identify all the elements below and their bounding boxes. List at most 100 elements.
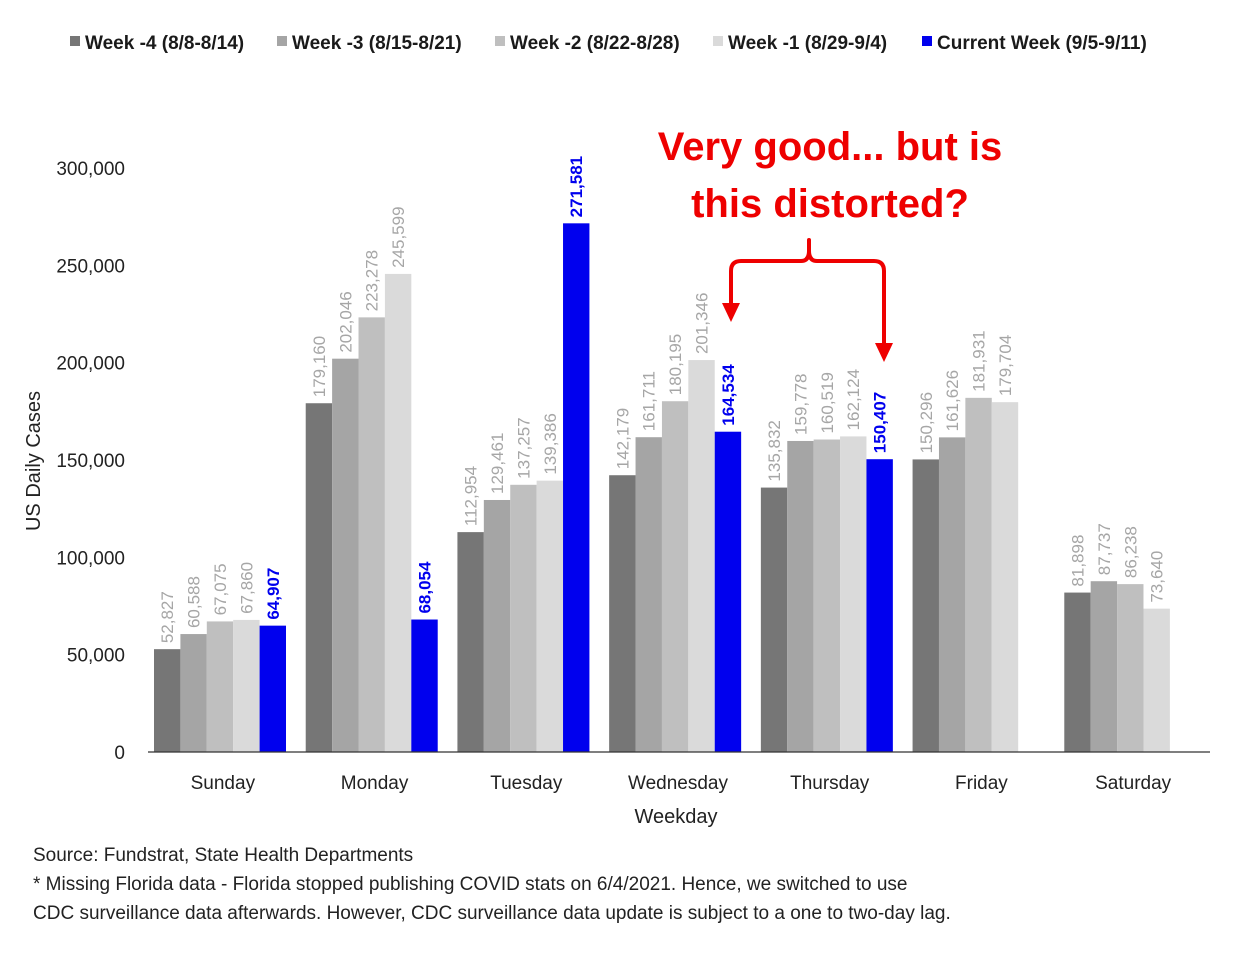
data-label-saturday-series-4: 73,640: [1148, 551, 1167, 603]
x-tick-label-sunday: Sunday: [191, 773, 256, 794]
x-tick-label-tuesday: Tuesday: [490, 773, 563, 794]
y-tick-label: 300,000: [56, 159, 125, 180]
data-label-monday-series-1: 179,160: [310, 336, 329, 397]
annotation-brace: [729, 238, 886, 347]
bar-monday-series-4: [384, 273, 412, 752]
bar-tuesday-series-5: [563, 223, 590, 752]
data-label-wednesday-series-5: 164,534: [719, 364, 738, 426]
data-label-monday-series-2: 202,046: [336, 291, 355, 352]
y-axis-title: US Daily Cases: [23, 391, 45, 531]
bar-tuesday-series-3: [510, 484, 537, 752]
data-label-thursday-series-5: 150,407: [871, 392, 890, 453]
data-label-monday-series-5: 68,054: [416, 561, 435, 614]
data-label-wednesday-series-3: 180,195: [666, 334, 685, 395]
data-label-tuesday-series-4: 139,386: [541, 413, 560, 474]
bar-wednesday-series-4: [688, 360, 715, 752]
data-label-wednesday-series-2: 161,711: [640, 371, 659, 431]
bar-tuesday-series-4: [536, 480, 564, 752]
data-labels: 52,827 60,588 67,075 67,860 64,907 179,160 202…: [158, 156, 1166, 643]
data-label-sunday-series-1: 52,827: [158, 591, 177, 643]
data-label-saturday-series-2: 87,737: [1095, 523, 1114, 575]
data-label-sunday-series-3: 67,075: [211, 563, 230, 615]
bar-monday-series-3: [358, 317, 385, 752]
x-tick-label-friday: Friday: [955, 773, 1008, 794]
bar-friday-series-3: [965, 397, 992, 752]
bar-saturday-series-2: [1090, 581, 1118, 752]
y-tick-label: 0: [114, 743, 125, 764]
data-label-saturday-series-1: 81,898: [1068, 535, 1087, 587]
bar-saturday-series-4: [1143, 608, 1170, 752]
legend-label-5: Current Week (9/5-9/11): [937, 33, 1147, 54]
x-axis: Sunday Monday Tuesday Wednesday Thursday Frid…: [148, 751, 1210, 828]
data-label-friday-series-1: 150,296: [917, 392, 936, 453]
data-label-friday-series-2: 161,626: [943, 370, 962, 431]
x-tick-label-saturday: Saturday: [1095, 773, 1172, 794]
bar-friday-series-2: [938, 437, 966, 752]
footnote-line-1: * Missing Florida data - Florida stopped…: [33, 874, 908, 895]
legend-swatch-3: [495, 36, 505, 46]
legend-swatch-2: [277, 36, 287, 46]
footnote-line-2: CDC surveillance data afterwards. Howeve…: [33, 903, 951, 924]
y-tick-label: 100,000: [56, 548, 125, 569]
legend-label-3: Week -2 (8/22-8/28): [510, 33, 680, 54]
data-label-wednesday-series-4: 201,346: [693, 293, 712, 354]
data-label-monday-series-3: 223,278: [363, 250, 382, 311]
y-axis: 0 50,000 100,000 150,000 200,000 250,000 300,0…: [23, 159, 125, 764]
data-label-saturday-series-3: 86,238: [1121, 526, 1140, 578]
x-axis-title: Weekday: [634, 806, 717, 828]
bar-thursday-series-4: [840, 436, 867, 752]
y-tick-label: 50,000: [67, 646, 125, 667]
data-label-tuesday-series-5: 271,581: [567, 156, 586, 217]
data-label-thursday-series-4: 162,124: [844, 369, 863, 430]
bar-monday-series-2: [332, 358, 359, 752]
data-label-tuesday-series-1: 112,954: [462, 466, 481, 526]
bar-thursday-series-1: [760, 487, 788, 752]
data-label-thursday-series-3: 160,519: [818, 372, 837, 433]
x-tick-label-monday: Monday: [341, 773, 409, 794]
legend-swatch-4: [713, 36, 723, 46]
bar-chart: Week -4 (8/8-8/14) Week -3 (8/15-8/21) Wee…: [23, 33, 1210, 828]
bar-friday-series-4: [991, 402, 1019, 752]
annotation: Very good... but is this distorted?: [658, 125, 1003, 362]
data-label-thursday-series-2: 159,778: [791, 374, 810, 435]
data-label-tuesday-series-3: 137,257: [514, 417, 533, 478]
bar-thursday-series-5: [866, 459, 893, 752]
bar-saturday-series-1: [1064, 592, 1091, 752]
legend-label-1: Week -4 (8/8-8/14): [85, 33, 244, 54]
y-tick-label: 200,000: [56, 354, 125, 375]
bar-thursday-series-2: [787, 440, 814, 752]
annotation-arrow-right-icon: [875, 343, 893, 362]
bar-sunday-series-2: [180, 634, 207, 752]
legend-label-2: Week -3 (8/15-8/21): [292, 33, 462, 54]
source-note: Source: Fundstrat, State Health Departme…: [33, 845, 414, 866]
bar-wednesday-series-1: [609, 475, 636, 752]
bar-sunday-series-4: [233, 619, 260, 752]
bar-saturday-series-3: [1117, 584, 1144, 752]
x-tick-label-thursday: Thursday: [790, 773, 870, 794]
y-tick-label: 250,000: [56, 256, 125, 277]
bar-friday-series-1: [912, 459, 939, 752]
bar-monday-series-5: [411, 619, 438, 752]
bar-thursday-series-3: [813, 439, 841, 752]
bar-wednesday-series-2: [635, 437, 662, 752]
data-label-sunday-series-5: 64,907: [264, 568, 283, 620]
y-tick-label: 150,000: [56, 451, 125, 472]
annotation-arrow-left-icon: [722, 303, 740, 322]
bar-sunday-series-5: [259, 625, 286, 752]
annotation-text-line-2: this distorted?: [691, 182, 969, 226]
bar-tuesday-series-1: [457, 532, 484, 752]
data-label-friday-series-3: 181,931: [970, 330, 989, 391]
chart-legend: Week -4 (8/8-8/14) Week -3 (8/15-8/21) Wee…: [70, 33, 1147, 54]
bar-monday-series-1: [305, 403, 333, 752]
bars: [154, 223, 1170, 752]
data-label-sunday-series-2: 60,588: [185, 576, 204, 628]
data-label-thursday-series-1: 135,832: [765, 420, 784, 481]
legend-label-4: Week -1 (8/29-9/4): [728, 33, 887, 54]
data-label-monday-series-4: 245,599: [389, 206, 408, 267]
legend-swatch-1: [70, 36, 80, 46]
bar-sunday-series-3: [206, 621, 234, 752]
annotation-text-line-1: Very good... but is: [658, 125, 1003, 169]
x-tick-label-wednesday: Wednesday: [628, 773, 728, 794]
bar-wednesday-series-3: [661, 401, 689, 752]
bar-tuesday-series-2: [483, 499, 511, 752]
